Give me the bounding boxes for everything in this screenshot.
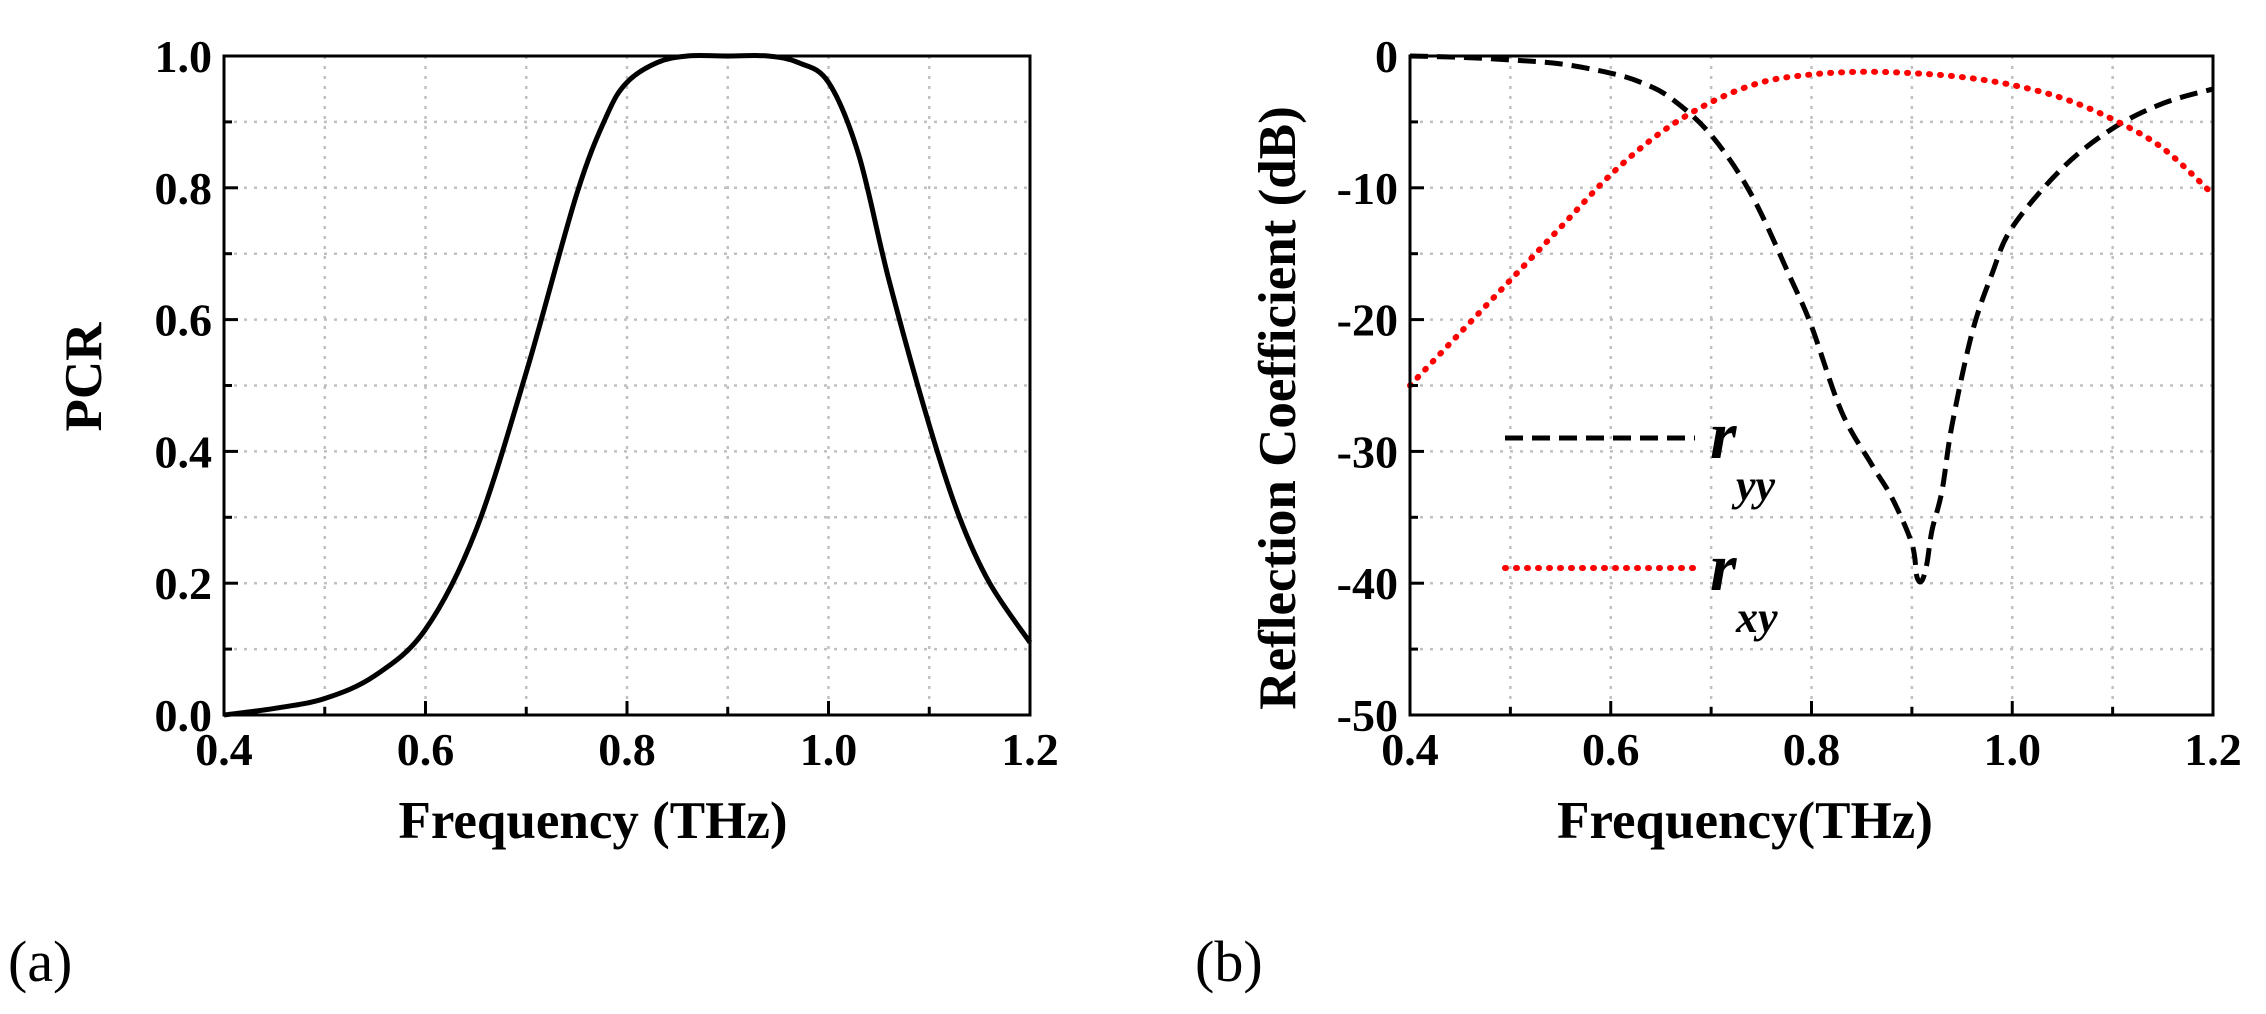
grid-b [1410, 56, 2213, 715]
legend-rxy-symbol: r [1710, 529, 1737, 605]
legend-ryy-subscript: yy [1731, 461, 1776, 510]
series-b [1407, 53, 2216, 585]
y-tick-label: 0.4 [155, 426, 213, 477]
series-line-r-yy [1409, 53, 2214, 585]
y-tick-label: 0.6 [155, 295, 213, 346]
x-tick-label: 0.8 [1783, 724, 1841, 775]
grid-a [224, 56, 1030, 715]
x-tick-label: 1.0 [800, 724, 858, 775]
y-tick-label: 1.0 [155, 31, 213, 82]
series-line-r-xy [1407, 68, 2216, 389]
legend-rxy-subscript: xy [1735, 593, 1778, 642]
x-axis-title-b: Frequency(THz) [1557, 792, 1933, 850]
x-axis-title-a: Frequency (THz) [398, 792, 787, 850]
y-tick-label: -20 [1337, 295, 1398, 346]
panel-label-a: (a) [8, 929, 72, 994]
ticks-b: 0.4 0.6 0.8 1.0 1.2 0 -10 -20 -30 -40 -50 [1337, 31, 2242, 775]
legend: r yy r xy [1502, 397, 1778, 642]
y-tick-label: 0.0 [155, 690, 213, 741]
y-tick-label: 0 [1375, 31, 1398, 82]
ticks-a: 0.4 0.6 0.8 1.0 1.2 0.0 0.2 0.4 0.6 0.8 1.0 [155, 31, 1059, 775]
y-tick-label: -30 [1337, 426, 1398, 477]
chart-panel-a: 0.4 0.6 0.8 1.0 1.2 0.0 0.2 0.4 0.6 0.8 1.0 Freque… [8, 31, 1059, 994]
y-tick-label: -40 [1337, 558, 1398, 609]
y-tick-label: 0.2 [155, 558, 213, 609]
x-tick-label: 1.2 [1001, 724, 1059, 775]
x-tick-label: 0.6 [1582, 724, 1640, 775]
y-axis-title-a: PCR [55, 322, 113, 432]
y-tick-label: -10 [1337, 163, 1398, 214]
x-tick-label: 1.0 [1984, 724, 2042, 775]
x-tick-label: 0.4 [1381, 724, 1439, 775]
y-axis-title-b: Reflection Coefficient (dB) [1249, 106, 1307, 709]
legend-ryy-symbol: r [1710, 397, 1737, 473]
y-tick-label: -50 [1337, 690, 1398, 741]
series-a [223, 53, 1033, 718]
x-tick-label: 0.4 [195, 724, 253, 775]
x-tick-label: 1.2 [2184, 724, 2242, 775]
panel-label-b: (b) [1195, 929, 1263, 994]
x-tick-label: 0.6 [397, 724, 455, 775]
chart-panel-b: 0.4 0.6 0.8 1.0 1.2 0 -10 -20 -30 -40 -50 Frequenc… [1195, 31, 2242, 994]
series-line-pcr [223, 53, 1033, 718]
y-tick-label: 0.8 [155, 163, 213, 214]
x-tick-label: 0.8 [598, 724, 656, 775]
